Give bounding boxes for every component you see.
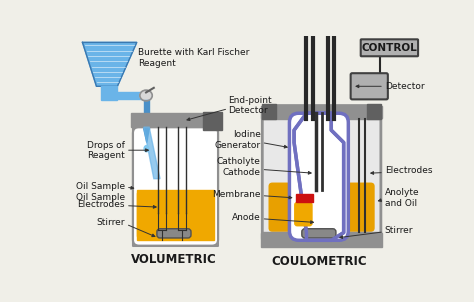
Text: Membrane: Membrane [212,190,261,199]
Text: Burette with Karl Fischer
Reagent: Burette with Karl Fischer Reagent [138,48,250,68]
Text: Iodine
Generator: Iodine Generator [215,130,261,150]
Polygon shape [144,127,160,179]
Polygon shape [261,233,383,247]
Polygon shape [137,190,214,239]
Polygon shape [107,92,148,99]
FancyBboxPatch shape [351,73,388,99]
FancyBboxPatch shape [157,229,191,238]
Polygon shape [367,104,381,119]
Text: Catholyte
Cathode: Catholyte Cathode [217,157,261,177]
Text: End-point
Detector: End-point Detector [228,96,272,115]
FancyBboxPatch shape [302,229,336,238]
FancyBboxPatch shape [137,190,214,239]
Text: Stirrer: Stirrer [97,218,125,227]
Polygon shape [144,129,149,143]
Polygon shape [202,112,222,130]
FancyBboxPatch shape [268,182,374,232]
Polygon shape [262,104,276,119]
Text: COULOMETRIC: COULOMETRIC [271,255,367,268]
Polygon shape [144,100,149,129]
Text: Drops of
Reagent: Drops of Reagent [87,140,125,160]
FancyBboxPatch shape [290,113,348,240]
FancyBboxPatch shape [361,39,418,56]
Text: Oil Sample: Oil Sample [76,194,125,202]
Polygon shape [130,113,220,127]
Text: Stirrer: Stirrer [385,226,413,235]
Polygon shape [296,194,313,202]
Polygon shape [294,113,344,240]
Text: Oil Sample: Oil Sample [76,182,125,191]
Text: Electrodes: Electrodes [385,166,432,175]
Polygon shape [262,232,381,246]
Text: Electrodes: Electrodes [78,200,125,209]
FancyBboxPatch shape [262,105,381,246]
Text: Anolyte
and Oil: Anolyte and Oil [385,188,419,208]
FancyBboxPatch shape [133,127,218,246]
Polygon shape [82,42,137,86]
Text: VOLUMETRIC: VOLUMETRIC [131,253,217,266]
FancyBboxPatch shape [294,202,313,226]
Polygon shape [133,127,218,246]
Polygon shape [101,86,117,100]
Polygon shape [262,105,381,119]
Ellipse shape [140,90,152,101]
Polygon shape [261,105,383,118]
Text: Anode: Anode [232,213,261,222]
Polygon shape [307,113,331,152]
Text: CONTROL: CONTROL [362,43,417,53]
Ellipse shape [144,146,149,152]
Text: Detector: Detector [385,82,424,91]
